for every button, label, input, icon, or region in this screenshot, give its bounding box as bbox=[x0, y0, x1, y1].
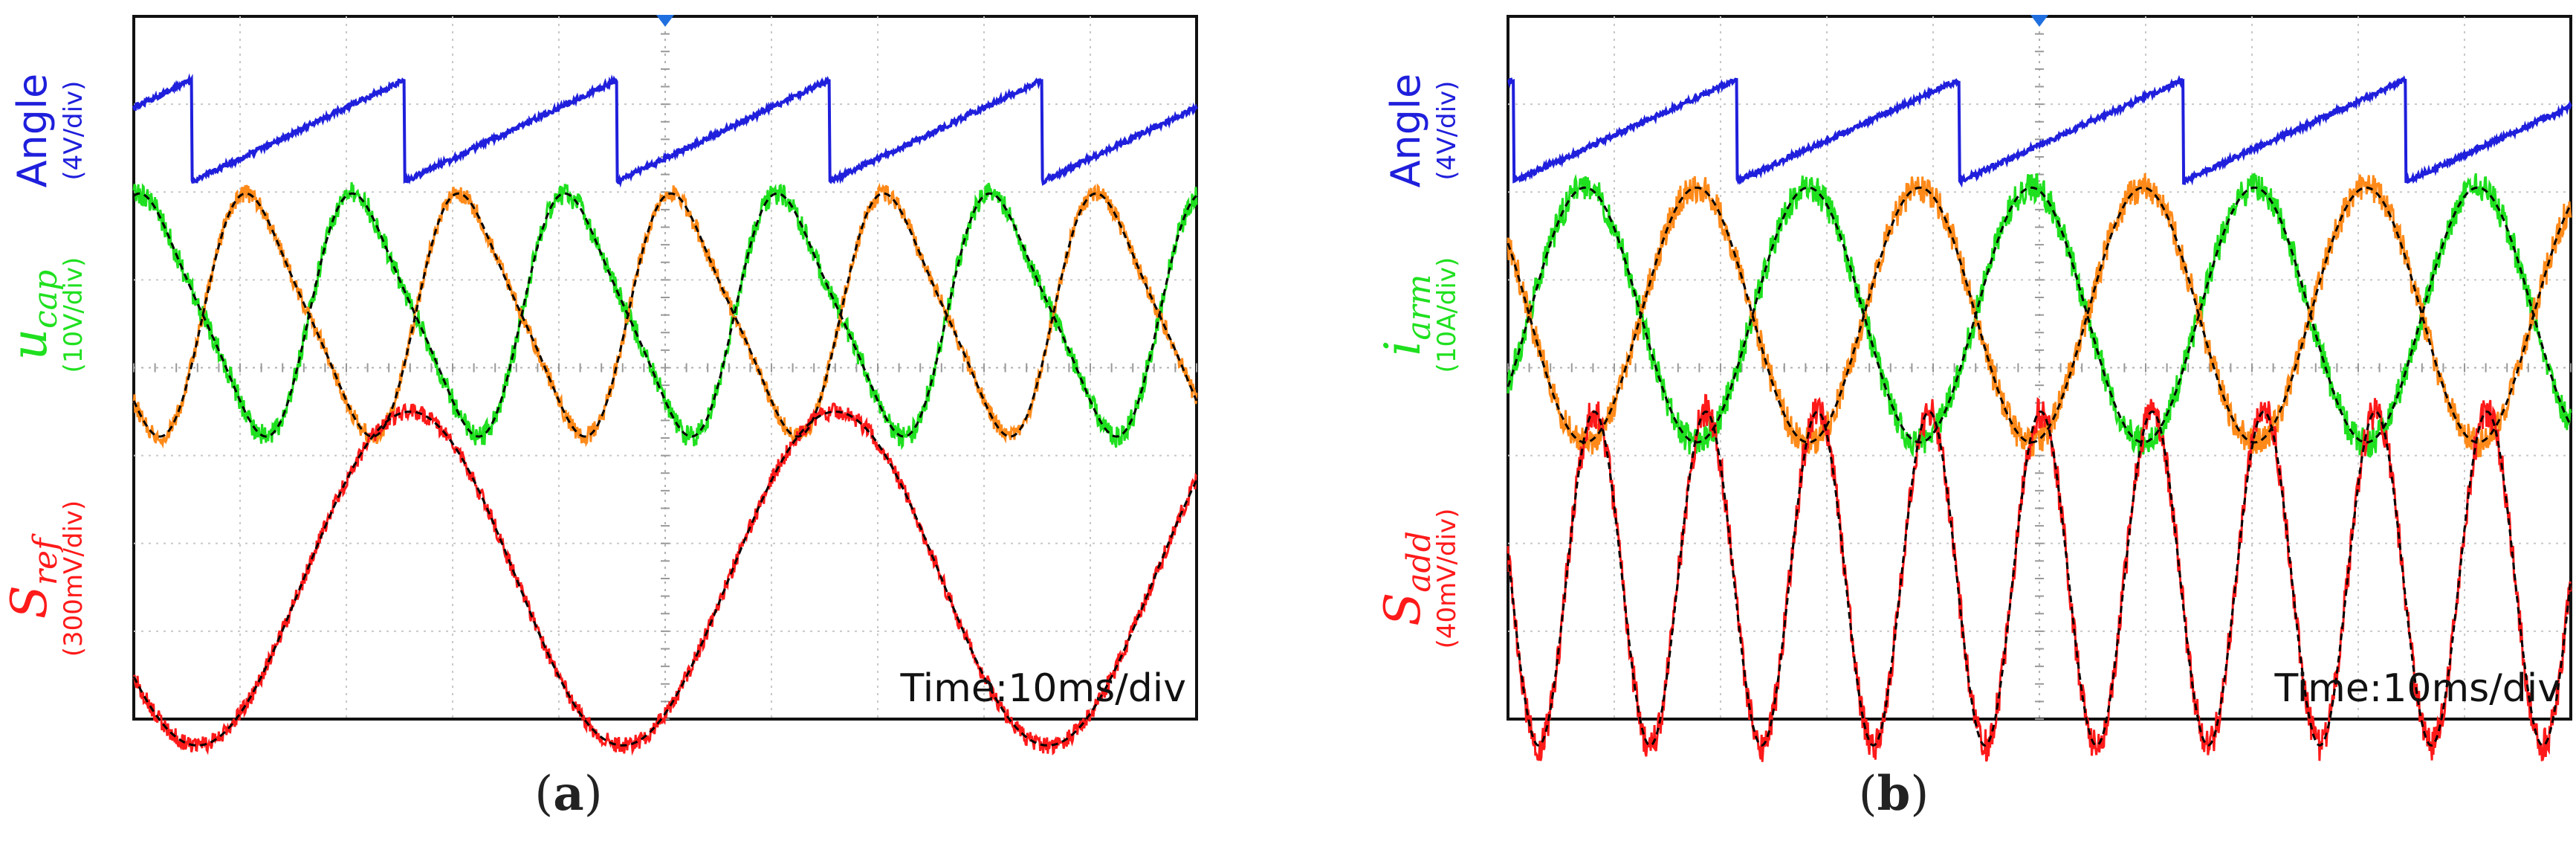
label-sadd-scale: (40mV/div) bbox=[1432, 509, 1462, 649]
oscilloscope-b: Time:10ms/div Angle (4V/div) iarm(10A/div) S… bbox=[1374, 15, 2572, 762]
minor-ticks bbox=[133, 16, 1197, 720]
time-scale-label: Time:10ms/div bbox=[2274, 666, 2560, 711]
trigger-marker bbox=[2030, 15, 2048, 27]
fit-curve-0 bbox=[133, 192, 1198, 438]
panel-a: Time:10ms/div Angle (4V/div) ucap (10V/div) S… bbox=[1, 15, 1198, 822]
time-scale-label: Time:10ms/div bbox=[900, 666, 1186, 711]
fit-curve-1 bbox=[1507, 186, 2572, 444]
label-angle: Angle bbox=[9, 74, 56, 188]
label-main: S bbox=[1, 585, 58, 619]
label-iarm-scale: (10A/div) bbox=[1432, 257, 1462, 373]
label-angle: Angle bbox=[1382, 74, 1429, 188]
label-ucap-scale: (10V/div) bbox=[59, 257, 88, 373]
label-angle-scale: (4V/div) bbox=[59, 81, 88, 181]
label-main: S bbox=[1374, 593, 1431, 626]
fit-curve-0 bbox=[1507, 186, 2572, 444]
label-sref-scale: (300mV/div) bbox=[59, 500, 88, 657]
label-subscript: ref bbox=[27, 533, 65, 585]
caption-a: (a) bbox=[534, 766, 603, 822]
label-sadd: Sadd bbox=[1374, 531, 1438, 626]
angle-trace bbox=[1507, 74, 2572, 188]
label-ucap: ucap bbox=[1, 270, 65, 361]
angle-trace bbox=[132, 73, 1198, 188]
label-subscript: add bbox=[1400, 531, 1438, 593]
label-main: i bbox=[1374, 341, 1431, 356]
label-iarm: iarm bbox=[1374, 274, 1438, 356]
label-main: u bbox=[1, 329, 58, 361]
fit-curve-2 bbox=[132, 410, 1198, 747]
fit-curve-2 bbox=[1507, 410, 2572, 747]
label-subscript: cap bbox=[27, 270, 65, 329]
label-sref: Sref bbox=[1, 533, 65, 619]
oscilloscope-a: Time:10ms/div Angle (4V/div) ucap(10V/div) S… bbox=[1, 15, 1198, 756]
panel-b: Time:10ms/div Angle (4V/div) iarm (10A/div) S… bbox=[1288, 0, 2576, 844]
trigger-marker bbox=[656, 15, 674, 27]
ucap-orange-trace bbox=[132, 182, 1198, 449]
label-subscript: arm bbox=[1400, 274, 1438, 341]
label-angle-scale: (4V/div) bbox=[1432, 81, 1462, 181]
caption-b: (b) bbox=[1858, 766, 1929, 822]
